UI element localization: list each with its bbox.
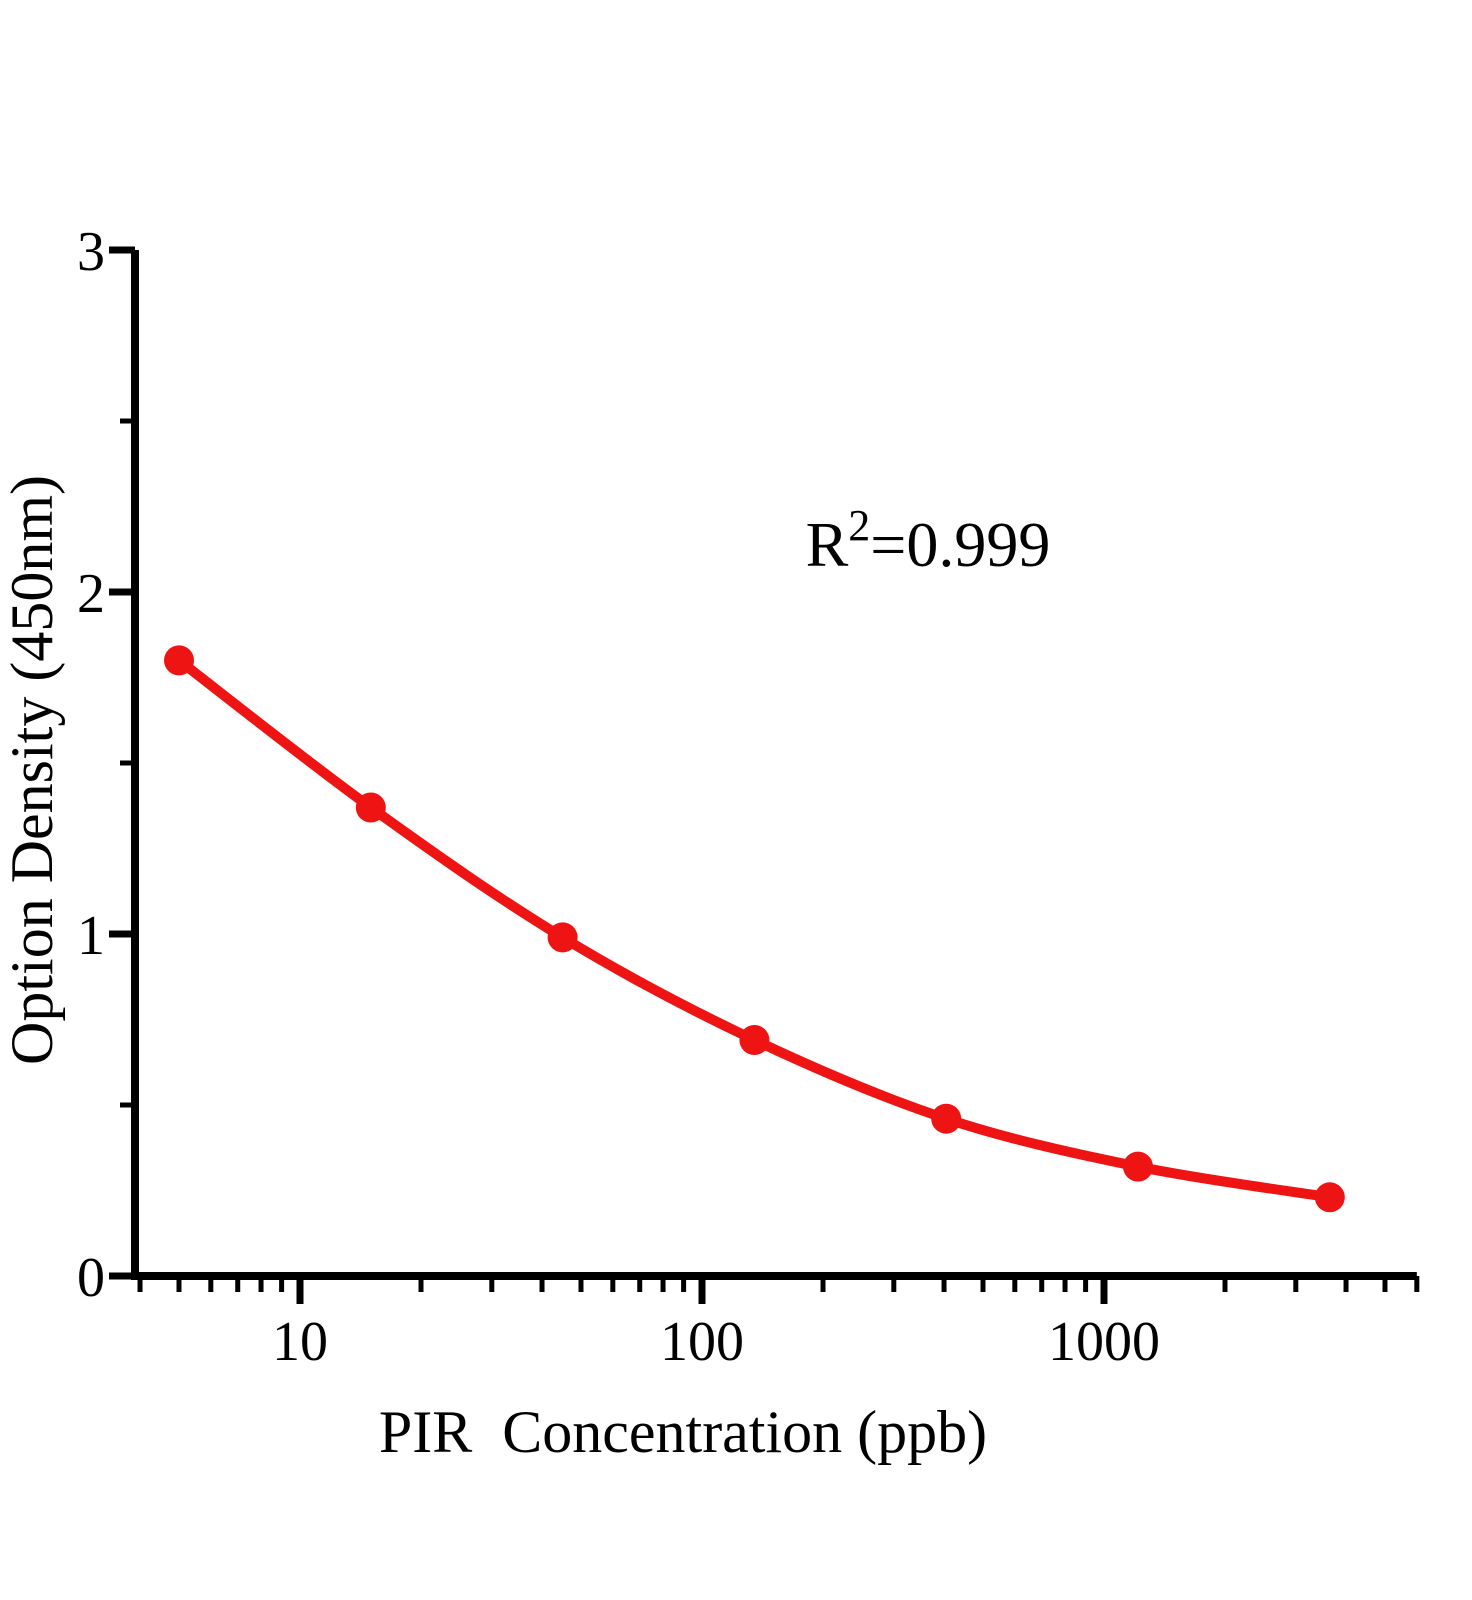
y-tick-label: 2 — [77, 563, 105, 625]
x-tick-label: 10 — [272, 1311, 328, 1373]
series-layer — [164, 645, 1345, 1213]
y-tick-label: 0 — [77, 1247, 105, 1309]
r-squared-prefix: R — [806, 509, 849, 580]
axis-spine — [131, 250, 1417, 1280]
y-tick-label: 1 — [77, 905, 105, 967]
data-point-marker — [355, 792, 386, 823]
data-point-marker — [164, 645, 194, 676]
data-point-marker — [1314, 1182, 1345, 1213]
data-point-marker — [1123, 1151, 1153, 1182]
y-tick-label: 3 — [77, 221, 105, 283]
data-point-marker — [547, 922, 578, 953]
axes — [109, 246, 1420, 1304]
y-axis-title: Option Density (450nm) — [0, 475, 65, 1065]
x-axis-title: PIR Concentration (ppb) — [379, 1399, 987, 1465]
standard-curve-line — [174, 655, 1335, 1203]
data-point-marker — [931, 1103, 962, 1134]
x-tick-label: 1000 — [1048, 1311, 1160, 1373]
tick-labels: 0 1 2 3 10 100 1000 — [77, 221, 1160, 1373]
data-point-marker — [739, 1025, 770, 1055]
r-squared-exponent: 2 — [848, 501, 870, 550]
r-squared-annotation: R2=0.999 — [806, 501, 1051, 580]
x-tick-label: 100 — [660, 1311, 744, 1373]
r-squared-value: =0.999 — [870, 509, 1050, 580]
